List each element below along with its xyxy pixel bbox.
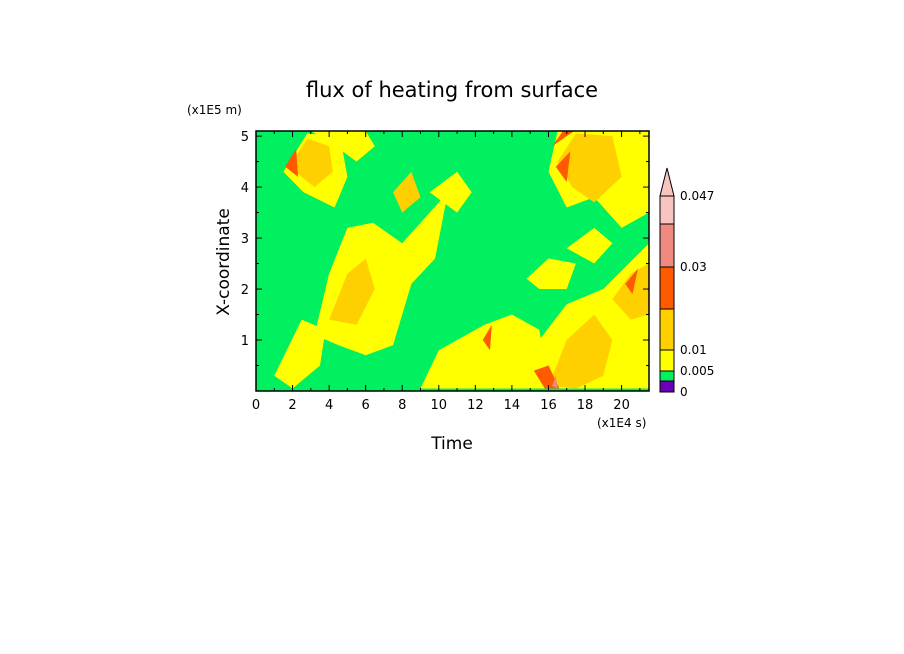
heatmap-region-21 [552,131,575,147]
heatmap-region-3 [429,171,472,213]
heatmap-region-17 [285,148,298,177]
colorbar-tick-label: 0 [680,385,688,399]
y-tick-label: 3 [241,232,249,247]
y-axis-label: X-coordinate [214,208,234,316]
heatmap-region-20 [482,324,492,351]
chart-title: flux of heating from surface [306,78,598,102]
heatmap-region-11 [288,138,333,188]
colorbar-extend-arrow [659,167,675,197]
y-tick-label: 1 [241,334,249,349]
x-tick-label: 8 [398,398,406,413]
heatmap-region-12 [329,258,375,325]
colorbar-segment [659,370,675,382]
heatmap-region-9 [566,227,613,264]
y-tick-label: 5 [241,130,249,145]
x-tick-label: 20 [613,398,630,413]
x-tick-label: 6 [362,398,370,413]
colorbar-segment [659,380,675,393]
heatmap-region-23 [552,375,558,389]
x-tick-label: 10 [431,398,448,413]
x-tick-label: 12 [467,398,484,413]
heatmap-region-4 [274,319,326,389]
x-tick-label: 16 [540,398,557,413]
heatmap-region-19 [533,365,560,389]
y-axis: 1 2 3 4 5 [241,130,649,367]
colorbar-tick-label: 0.03 [680,260,707,274]
heatmap-region-10 [310,131,375,162]
x-unit-label: (x1E4 s) [597,416,646,430]
plot-frame [255,130,650,392]
colorbar-tick-label: 0.01 [680,343,707,357]
colorbar-segment [659,266,675,310]
heatmap-region-15 [393,171,421,213]
colorbar-segment [659,308,675,351]
colorbar-segment [659,195,675,225]
x-tick-label: 2 [288,398,296,413]
y-tick-label: 4 [241,181,249,196]
x-tick-label: 14 [504,398,521,413]
colorbar: 0 0.005 0.01 0.03 0.047 [659,167,714,399]
heatmap-region-8 [526,258,576,289]
x-axis-label: Time [430,434,473,454]
y-unit-label: (x1E5 m) [187,103,242,117]
colorbar-segment [659,349,675,372]
heatmap-region-13 [557,133,622,203]
x-tick-label: 18 [577,398,594,413]
x-axis: 0 2 4 6 8 10 12 14 16 18 20 [252,131,641,413]
heatmap-region-6 [521,243,649,389]
heatmap-region-22 [625,268,638,295]
heatmap-region-5 [420,314,553,389]
colorbar-tick-label: 0.047 [680,189,714,203]
heatmap-region-14 [548,314,613,389]
x-tick-label: 0 [252,398,260,413]
colorbar-tick-label: 0.005 [680,364,714,378]
colorbar-segment [659,223,675,268]
y-tick-label: 2 [241,283,249,298]
heatmap-plot [256,131,649,391]
heatmap-region-18 [555,151,571,182]
x-tick-label: 4 [325,398,333,413]
